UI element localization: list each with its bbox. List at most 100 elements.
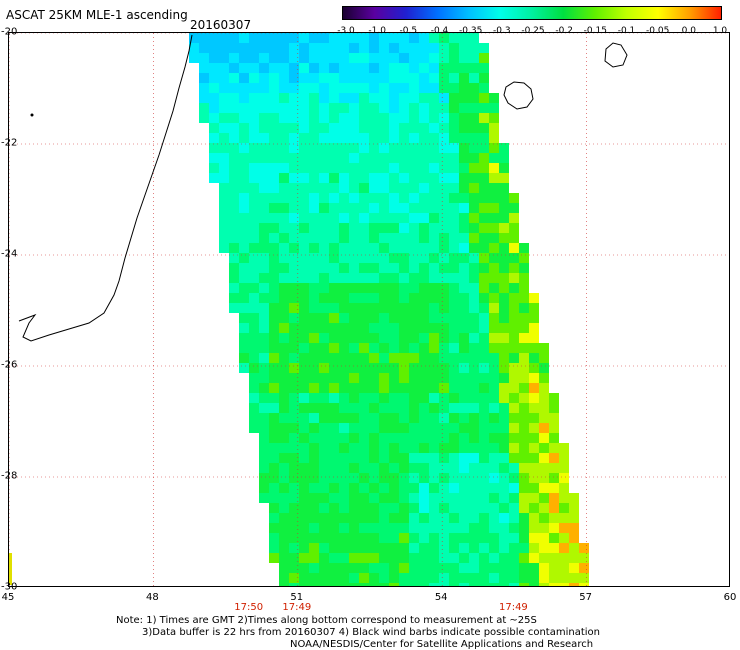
swath-cell: [399, 313, 409, 323]
swath-cell: [539, 463, 549, 473]
colorbar-label: -0.1: [617, 26, 636, 36]
swath-cell: [389, 243, 399, 253]
swath-cell: [279, 303, 289, 313]
swath-cell: [269, 43, 279, 53]
swath-cell: [349, 123, 359, 133]
swath-cell: [309, 233, 319, 243]
swath-cell: [379, 463, 389, 473]
swath-cell: [569, 503, 579, 513]
swath-cell: [479, 513, 489, 523]
swath-cell: [269, 303, 279, 313]
swath-cell: [269, 163, 279, 173]
swath-cell: [509, 463, 519, 473]
swath-cell: [279, 513, 289, 523]
swath-cell: [469, 423, 479, 433]
swath-cell: [349, 153, 359, 163]
swath-cell: [239, 263, 249, 273]
swath-cell: [259, 123, 269, 133]
swath-cell: [249, 143, 259, 153]
swath-cell: [429, 333, 439, 343]
swath-cell: [269, 333, 279, 343]
swath-cell: [539, 503, 549, 513]
swath-cell: [359, 133, 369, 143]
swath-cell: [249, 113, 259, 123]
swath-cell: [449, 473, 459, 483]
swath-cell: [199, 43, 209, 53]
swath-cell: [319, 143, 329, 153]
lon-tick-label: 45: [1, 592, 15, 603]
swath-cell: [409, 273, 419, 283]
swath-cell: [479, 583, 489, 586]
swath-cell: [429, 353, 439, 363]
swath-cell: [419, 493, 429, 503]
swath-cell: [379, 583, 389, 586]
swath-cell: [459, 523, 469, 533]
swath-cell: [319, 123, 329, 133]
swath-cell: [429, 193, 439, 203]
swath-cell: [389, 393, 399, 403]
swath-cell: [349, 413, 359, 423]
swath-cell: [439, 73, 449, 83]
swath-cell: [309, 223, 319, 233]
swath-cell: [489, 523, 499, 533]
swath-cell: [369, 63, 379, 73]
swath-cell: [359, 573, 369, 583]
swath-cell: [319, 213, 329, 223]
swath-cell: [409, 493, 419, 503]
swath-cell: [439, 313, 449, 323]
swath-cell: [499, 223, 509, 233]
swath-cell: [459, 263, 469, 273]
swath-cell: [259, 423, 269, 433]
swath-cell: [379, 343, 389, 353]
swath-cell: [239, 153, 249, 163]
swath-cell: [269, 493, 279, 503]
swath-cell: [379, 263, 389, 273]
swath-cell: [439, 133, 449, 143]
swath-cell: [339, 193, 349, 203]
swath-cell: [379, 513, 389, 523]
swath-cell: [369, 563, 379, 573]
swath-cell: [229, 233, 239, 243]
note-line-2: 3)Data buffer is 22 hrs from 20160307 4)…: [142, 627, 600, 638]
swath-cell: [519, 463, 529, 473]
swath-cell: [289, 423, 299, 433]
swath-cell: [219, 93, 229, 103]
swath-cell: [459, 233, 469, 243]
swath-cell: [469, 143, 479, 153]
swath-cell: [479, 563, 489, 573]
swath-cell: [469, 353, 479, 363]
swath-cell: [379, 123, 389, 133]
swath-cell: [229, 263, 239, 273]
swath-cell: [349, 433, 359, 443]
swath-cell: [459, 463, 469, 473]
swath-cell: [429, 213, 439, 223]
swath-cell: [369, 213, 379, 223]
swath-cell: [279, 583, 289, 586]
swath-cell: [479, 473, 489, 483]
swath-cell: [479, 153, 489, 163]
swath-cell: [419, 413, 429, 423]
reunion-coastline: [503, 81, 534, 110]
swath-cell: [579, 573, 589, 583]
swath-cell: [369, 443, 379, 453]
swath-cell: [299, 363, 309, 373]
swath-cell: [439, 393, 449, 403]
swath-cell: [489, 563, 499, 573]
swath-cell: [469, 263, 479, 273]
swath-cell: [579, 583, 589, 586]
swath-cell: [459, 303, 469, 313]
swath-cell: [239, 253, 249, 263]
swath-cell: [409, 573, 419, 583]
swath-cell: [359, 153, 369, 163]
swath-cell: [309, 83, 319, 93]
madagascar-coastline: [18, 34, 193, 342]
swath-cell: [519, 373, 529, 383]
swath-cell: [509, 383, 519, 393]
swath-cell: [529, 413, 539, 423]
swath-cell: [199, 73, 209, 83]
swath-cell: [319, 243, 329, 253]
corner-legend-bar: [9, 553, 12, 585]
swath-cell: [409, 403, 419, 413]
swath-cell: [519, 293, 529, 303]
swath-cell: [239, 203, 249, 213]
